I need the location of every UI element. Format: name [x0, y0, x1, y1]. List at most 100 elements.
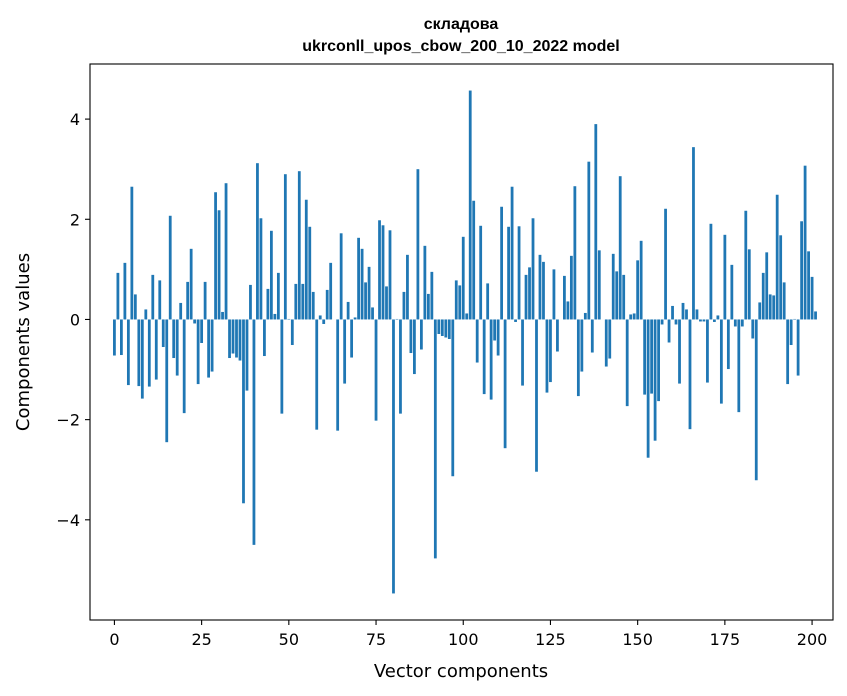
bar	[779, 235, 783, 320]
bar	[458, 285, 462, 320]
bar	[367, 266, 371, 320]
x-tick-label: 125	[535, 630, 566, 649]
bar	[217, 210, 221, 320]
bar	[186, 281, 190, 320]
bar	[350, 319, 354, 358]
bar	[737, 319, 741, 413]
y-tick-label: 4	[70, 110, 80, 129]
bar	[207, 319, 210, 378]
chart-subtitle: ukrconll_upos_cbow_200_10_2022 model	[302, 38, 619, 55]
bar	[556, 319, 559, 352]
bar	[454, 280, 458, 320]
bar	[406, 254, 409, 320]
plot-frame	[89, 63, 834, 621]
bar	[594, 124, 598, 320]
bar	[688, 319, 692, 430]
bar	[761, 272, 765, 320]
bar	[147, 319, 151, 387]
bar	[165, 319, 169, 443]
bar	[200, 319, 204, 343]
bar	[793, 318, 797, 320]
bar	[719, 319, 723, 404]
bar	[151, 274, 155, 320]
bar	[161, 319, 165, 348]
bar	[531, 218, 535, 320]
bar	[290, 319, 294, 346]
bar	[493, 319, 497, 341]
bar	[772, 295, 776, 320]
bar	[653, 319, 657, 441]
bar	[758, 302, 762, 320]
bar	[259, 218, 263, 320]
bar	[133, 294, 137, 320]
bar	[789, 319, 793, 346]
bar	[343, 319, 347, 384]
bar	[381, 225, 385, 320]
bar	[175, 319, 179, 376]
bar	[716, 315, 720, 320]
bar	[500, 206, 504, 320]
bar	[482, 319, 486, 395]
bar	[399, 319, 402, 414]
bar	[447, 319, 451, 339]
bar	[357, 237, 360, 320]
bar	[524, 274, 528, 320]
bar	[252, 319, 256, 545]
bar	[563, 275, 566, 320]
bar	[409, 319, 413, 354]
bar	[311, 291, 315, 320]
bar	[472, 200, 476, 320]
bar	[507, 226, 510, 320]
bar	[304, 199, 308, 320]
bar	[193, 319, 197, 324]
bar	[751, 319, 755, 339]
y-tick-label: −2	[56, 411, 80, 430]
bar	[671, 305, 674, 320]
bar	[475, 319, 479, 363]
bar	[273, 313, 277, 320]
bar	[437, 319, 441, 334]
bar	[629, 314, 633, 320]
bar	[569, 255, 573, 320]
bar	[615, 271, 619, 320]
bar	[263, 319, 266, 357]
bar	[144, 309, 148, 320]
bar	[430, 271, 434, 320]
y-axis: −4 −2 0 2 4	[56, 110, 90, 530]
bar	[657, 319, 660, 402]
bar	[604, 319, 608, 367]
bar	[660, 319, 664, 325]
bar	[308, 226, 312, 320]
bar	[681, 302, 685, 320]
bar	[440, 319, 444, 336]
bar	[597, 250, 601, 320]
bar	[754, 319, 758, 481]
bar	[723, 234, 727, 320]
bar	[276, 272, 280, 320]
bar	[287, 318, 291, 320]
bar	[521, 319, 524, 386]
bar	[747, 249, 751, 320]
bar	[726, 319, 730, 370]
bar	[552, 269, 556, 320]
x-tick-label: 200	[797, 630, 828, 649]
bar	[210, 319, 214, 372]
bar	[489, 319, 493, 400]
bar	[765, 252, 769, 320]
bar	[353, 317, 357, 320]
x-tick-label: 100	[448, 630, 479, 649]
bar	[315, 319, 319, 430]
bar	[385, 286, 388, 320]
x-tick-label: 25	[191, 630, 211, 649]
bar	[374, 319, 378, 421]
bar	[378, 220, 381, 320]
bar	[392, 319, 395, 594]
bar	[782, 282, 786, 320]
bar	[423, 245, 427, 320]
x-tick-label: 0	[109, 630, 119, 649]
bar	[256, 163, 259, 320]
bar	[413, 319, 416, 375]
bar	[549, 319, 552, 383]
x-tick-label: 50	[279, 630, 299, 649]
